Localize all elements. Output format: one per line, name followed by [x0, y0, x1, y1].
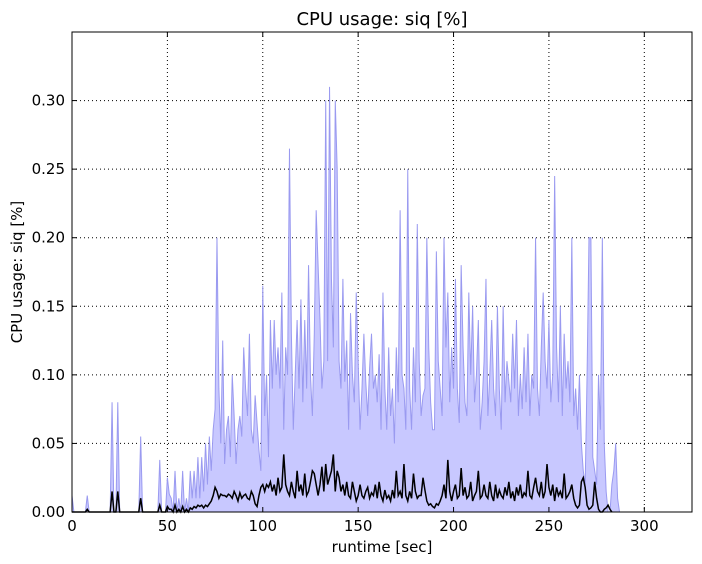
y-tick-label: 0.10 [32, 366, 65, 384]
y-tick-label: 0.15 [32, 297, 65, 315]
y-tick-label: 0.00 [32, 503, 65, 521]
x-tick-label: 0 [67, 517, 77, 535]
y-tick-label: 0.30 [32, 92, 65, 110]
y-tick-label: 0.05 [32, 434, 65, 452]
y-tick-label: 0.25 [32, 160, 65, 178]
x-axis-label: runtime [sec] [332, 538, 433, 556]
x-tick-label: 200 [439, 517, 468, 535]
x-tick-label: 300 [630, 517, 659, 535]
y-tick-label: 0.20 [32, 229, 65, 247]
x-tick-label: 100 [248, 517, 277, 535]
x-tick-label: 150 [344, 517, 373, 535]
y-axis-label: CPU usage: siq [%] [8, 201, 26, 344]
chart-title: CPU usage: siq [%] [296, 9, 467, 30]
x-tick-label: 50 [158, 517, 177, 535]
x-tick-label: 250 [535, 517, 564, 535]
